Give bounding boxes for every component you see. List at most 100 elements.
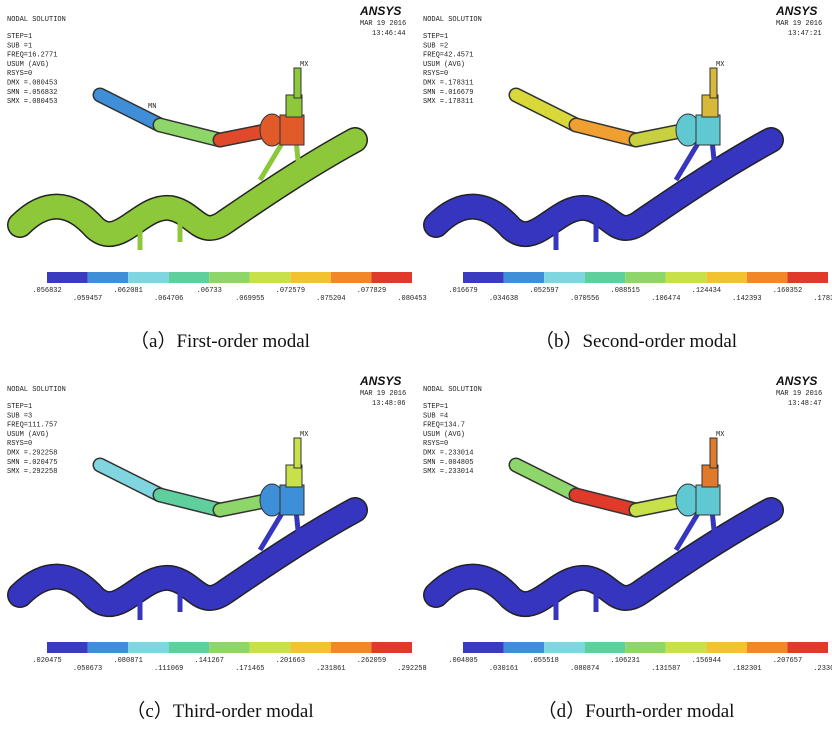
header-line: STEP=1 (7, 403, 32, 411)
legend-label: .004805 (448, 657, 477, 665)
date: MAR 19 2016 (360, 20, 406, 28)
header-line: SMN =.004805 (423, 459, 473, 467)
header-line: RSYS=0 (7, 70, 32, 78)
header-line: FREQ=111.757 (7, 422, 57, 430)
legend-label: .052597 (529, 287, 558, 295)
legend-swatch (504, 272, 545, 283)
legend-swatch (706, 642, 747, 653)
legend-swatch (625, 642, 666, 653)
upper-pipe (160, 495, 220, 510)
legend-swatch (787, 642, 828, 653)
header-line: SMX =.178311 (423, 98, 473, 106)
time: 13:48:06 (372, 400, 406, 408)
logo: ANSYS (359, 4, 401, 18)
date: MAR 19 2016 (360, 390, 406, 398)
legend-label: .141267 (195, 657, 224, 665)
main-pipe (20, 510, 355, 604)
legend-label: .106231 (611, 657, 640, 665)
header-line: FREQ=134.7 (423, 422, 465, 430)
legend-label: .182301 (732, 665, 761, 673)
legend-label: .020475 (32, 657, 61, 665)
valve-body (696, 485, 720, 515)
legend-swatch (504, 642, 545, 653)
date: MAR 19 2016 (776, 390, 822, 398)
header-line: DMX =.178311 (423, 80, 473, 88)
header-line: RSYS=0 (423, 70, 448, 78)
logo: ANSYS (359, 374, 401, 388)
legend-swatch (747, 642, 788, 653)
caption: （d）Fourth-order modal (538, 700, 735, 722)
upper-pipe (516, 465, 576, 495)
valve-body (696, 115, 720, 145)
legend-label: .064706 (154, 295, 183, 303)
model (436, 68, 771, 250)
logo: ANSYS (775, 4, 817, 18)
legend-label: .050673 (73, 665, 102, 673)
marker-label: MX (300, 431, 309, 439)
legend-label: .06733 (197, 287, 222, 295)
legend-label: .233014 (813, 665, 832, 673)
legend-swatch (128, 272, 169, 283)
upper-pipe (160, 125, 220, 140)
stack (294, 68, 301, 98)
legend-swatch (169, 642, 210, 653)
legend-label: .171465 (235, 665, 264, 673)
legend-swatch (88, 272, 129, 283)
logo: ANSYS (775, 374, 817, 388)
header-line: DMX =.233014 (423, 450, 473, 458)
legend-swatch (331, 642, 372, 653)
legend-label: .178311 (813, 295, 832, 303)
header-line: SMX =.080453 (7, 98, 57, 106)
caption: （b）Second-order modal (535, 330, 737, 352)
legend-label: .111069 (154, 665, 183, 673)
legend-label: .106474 (651, 295, 680, 303)
legend-swatch (250, 642, 291, 653)
header-title: NODAL SOLUTION (7, 16, 66, 24)
legend-swatch (747, 272, 788, 283)
marker-label: MX (716, 61, 725, 69)
legend-swatch (463, 642, 504, 653)
header-line: SMN =.020475 (7, 459, 57, 467)
header-line: SUB =1 (7, 42, 32, 50)
legend-label: .016679 (448, 287, 477, 295)
header-line: SMX =.292258 (7, 468, 57, 476)
date: MAR 19 2016 (776, 20, 822, 28)
legend-label: .069955 (235, 295, 264, 303)
valve-body (280, 485, 304, 515)
legend-label: .062081 (113, 287, 142, 295)
model (436, 438, 771, 620)
header-line: SUB =3 (7, 412, 32, 420)
stack (294, 438, 301, 468)
figure: NODAL SOLUTIONSTEP=1SUB =1FREQ=16.2771US… (0, 0, 832, 739)
legend-swatch (706, 272, 747, 283)
stack (710, 438, 717, 468)
legend-swatch (290, 642, 331, 653)
header-title: NODAL SOLUTION (423, 16, 482, 24)
legend-swatch (209, 642, 250, 653)
legend-swatch (331, 272, 372, 283)
header-line: USUM (AVG) (7, 61, 49, 69)
main-pipe (20, 140, 355, 234)
legend-swatch (371, 272, 412, 283)
legend-label: .142393 (732, 295, 761, 303)
legend-label: .262059 (357, 657, 386, 665)
model (20, 68, 355, 250)
upper-pipe (100, 465, 160, 495)
legend-label: .030161 (489, 665, 518, 673)
legend-label: .034638 (489, 295, 518, 303)
stack (710, 68, 717, 98)
marker-label: MN (148, 103, 156, 111)
header-line: STEP=1 (423, 33, 448, 41)
header-line: SMN =.056832 (7, 89, 57, 97)
legend-swatch (666, 272, 707, 283)
legend-swatch (128, 642, 169, 653)
legend-swatch (544, 272, 585, 283)
time: 13:46:44 (372, 30, 406, 38)
header-line: USUM (AVG) (423, 61, 465, 69)
time: 13:47:21 (788, 30, 822, 38)
legend-swatch (47, 642, 88, 653)
caption: （a）First-order modal (130, 330, 310, 352)
header-line: SUB =4 (423, 412, 448, 420)
legend-swatch (250, 272, 291, 283)
